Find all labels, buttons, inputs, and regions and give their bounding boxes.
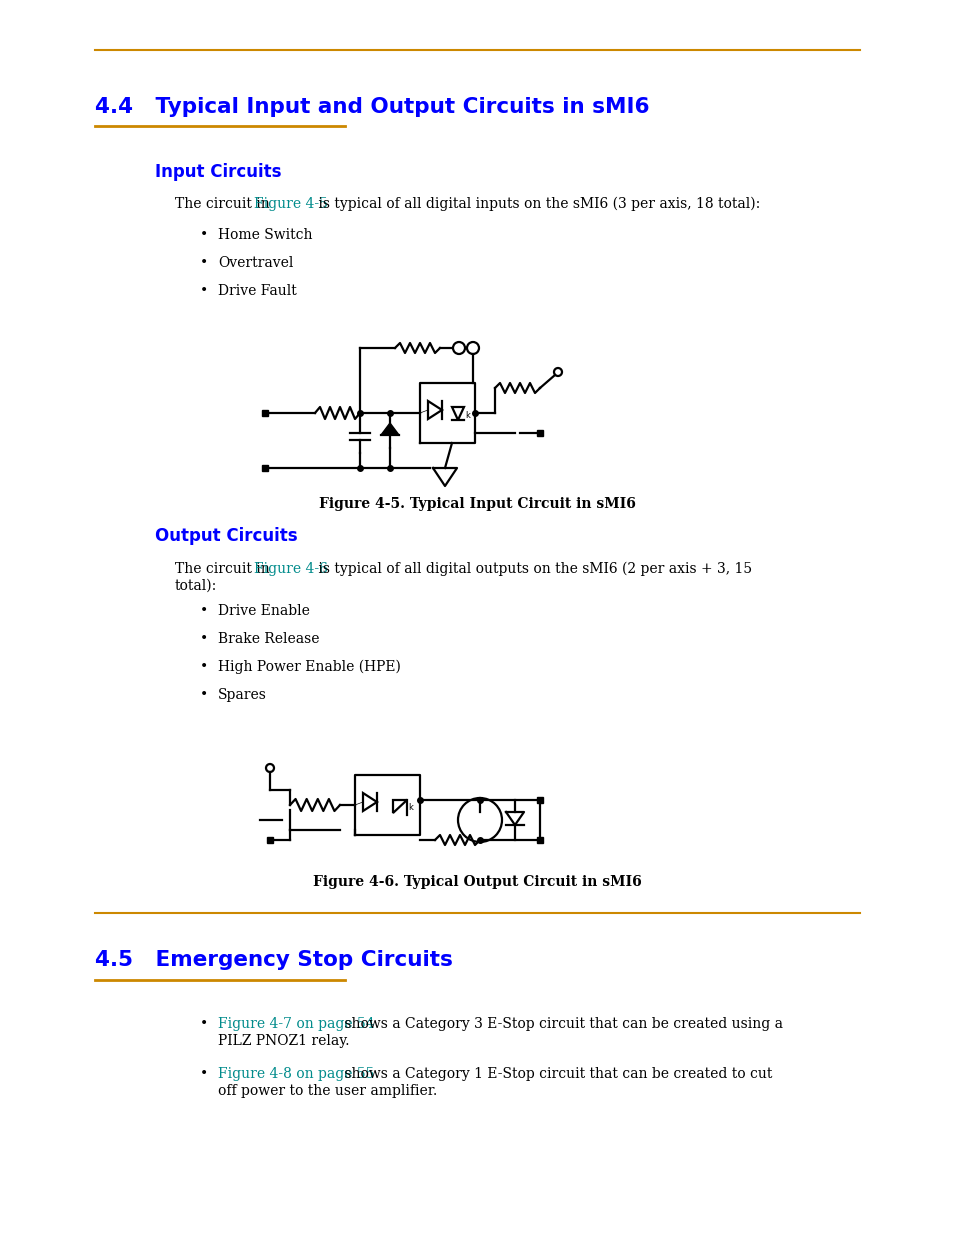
- Text: Figure 4-8 on page 55: Figure 4-8 on page 55: [218, 1067, 374, 1081]
- Text: off power to the user amplifier.: off power to the user amplifier.: [218, 1084, 436, 1098]
- Text: Home Switch: Home Switch: [218, 228, 313, 242]
- Text: 4.4   Typical Input and Output Circuits in sMI6: 4.4 Typical Input and Output Circuits in…: [95, 98, 649, 117]
- Text: is typical of all digital outputs on the sMI6 (2 per axis + 3, 15: is typical of all digital outputs on the…: [314, 562, 751, 577]
- Text: •: •: [200, 688, 208, 701]
- Text: •: •: [200, 604, 208, 618]
- Text: •: •: [200, 284, 208, 298]
- Text: Output Circuits: Output Circuits: [154, 527, 297, 545]
- Polygon shape: [380, 424, 398, 435]
- Text: The circuit in: The circuit in: [174, 562, 274, 576]
- Text: •: •: [200, 256, 208, 270]
- Text: •: •: [200, 632, 208, 646]
- Text: shows a Category 3 E-Stop circuit that can be created using a: shows a Category 3 E-Stop circuit that c…: [339, 1016, 782, 1031]
- Text: PILZ PNOZ1 relay.: PILZ PNOZ1 relay.: [218, 1034, 349, 1049]
- Text: •: •: [200, 1067, 208, 1081]
- Text: Overtravel: Overtravel: [218, 256, 294, 270]
- Text: k: k: [408, 804, 413, 813]
- Text: High Power Enable (HPE): High Power Enable (HPE): [218, 659, 400, 674]
- Text: shows a Category 1 E-Stop circuit that can be created to cut: shows a Category 1 E-Stop circuit that c…: [339, 1067, 772, 1081]
- Text: •: •: [200, 228, 208, 242]
- Text: •: •: [200, 659, 208, 674]
- Text: Drive Enable: Drive Enable: [218, 604, 310, 618]
- Text: Figure 4-5: Figure 4-5: [253, 198, 328, 211]
- Text: Figure 4-7 on page 54: Figure 4-7 on page 54: [218, 1016, 375, 1031]
- Text: Drive Fault: Drive Fault: [218, 284, 296, 298]
- Text: is typical of all digital inputs on the sMI6 (3 per axis, 18 total):: is typical of all digital inputs on the …: [314, 198, 760, 211]
- Text: 4.5   Emergency Stop Circuits: 4.5 Emergency Stop Circuits: [95, 950, 453, 969]
- Text: Figure 4-6. Typical Output Circuit in sMI6: Figure 4-6. Typical Output Circuit in sM…: [313, 876, 640, 889]
- Text: Spares: Spares: [218, 688, 267, 701]
- Text: Figure 4-5. Typical Input Circuit in sMI6: Figure 4-5. Typical Input Circuit in sMI…: [318, 496, 635, 511]
- Text: Brake Release: Brake Release: [218, 632, 319, 646]
- Text: •: •: [200, 1016, 208, 1031]
- Text: Figure 4-6: Figure 4-6: [253, 562, 328, 576]
- Text: The circuit in: The circuit in: [174, 198, 274, 211]
- Text: total):: total):: [174, 579, 217, 593]
- Text: Input Circuits: Input Circuits: [154, 163, 281, 182]
- Text: k: k: [464, 410, 470, 420]
